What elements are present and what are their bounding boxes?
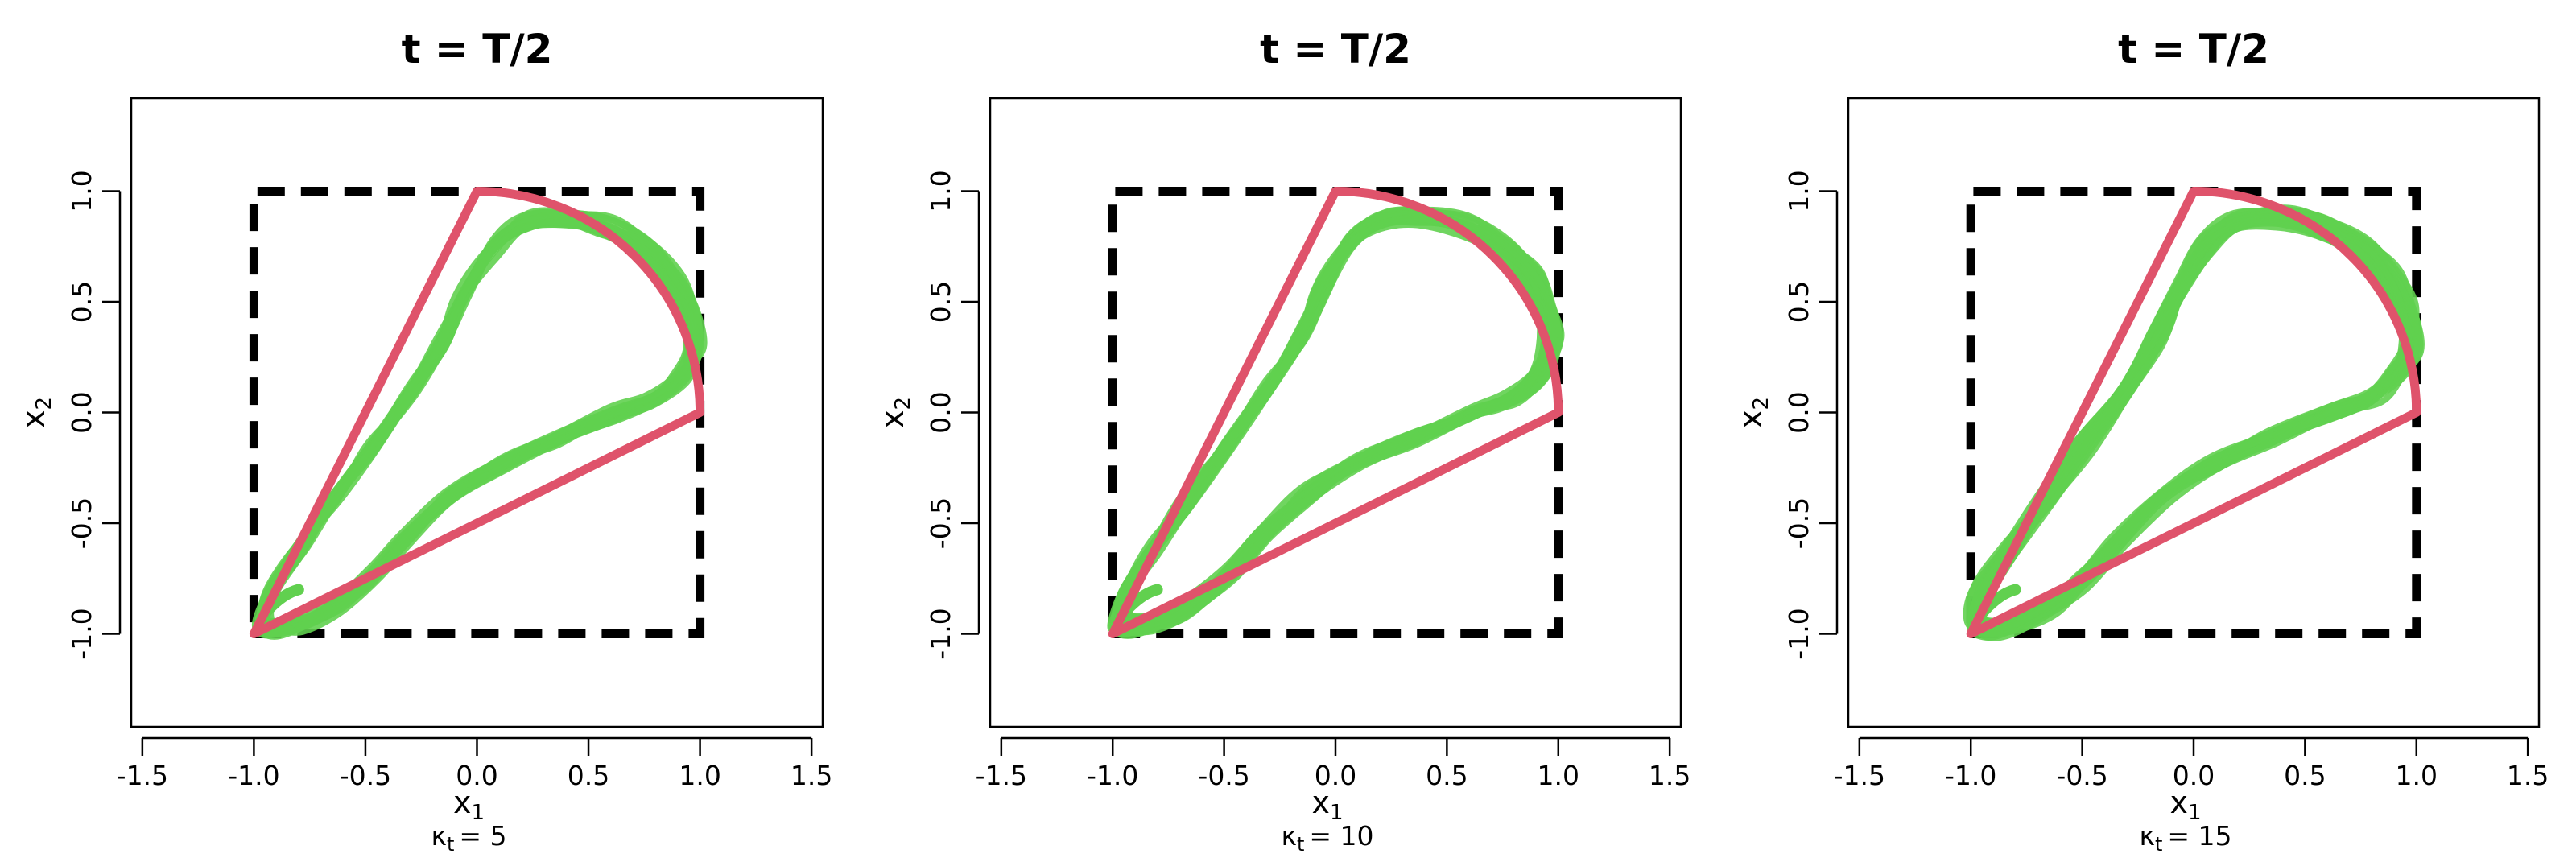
y-tick-label: -1.0	[925, 608, 956, 659]
chart-title: t = T/2	[402, 26, 553, 72]
x-tick-label: -1.0	[1087, 760, 1138, 791]
panel-1: t = T/2 -1.5 -1.0 -0.5 0.0 0.5 1.0 1.5 -1.0 -0.5 0…	[16, 26, 832, 856]
y-tick-label: 0.5	[1783, 281, 1814, 323]
kappa-label: κt = 5	[431, 820, 506, 856]
y-tick-label: 0.0	[1783, 391, 1814, 433]
trajectory-line	[1977, 223, 2408, 625]
y-tick-label: 0.5	[925, 281, 956, 323]
x-tick-label: -0.5	[340, 760, 391, 791]
x-tick-label: 0.0	[456, 760, 497, 791]
trajectory-bundle	[1107, 206, 1565, 639]
x-tick-label: -1.0	[1945, 760, 1996, 791]
x-tick-label: -1.0	[228, 760, 279, 791]
plot-frame	[989, 97, 1682, 728]
panel-3: t = T/2 -1.5 -1.0 -0.5 0.0 0.5 1.0 1.5 -1.0 -0.5 0…	[1733, 26, 2549, 856]
kappa-label: κt = 15	[2139, 820, 2231, 856]
x-tick-label: -1.5	[1834, 760, 1885, 791]
sector-outline	[1108, 187, 1563, 638]
chart-title: t = T/2	[1260, 26, 1411, 72]
trajectory-line	[1977, 215, 2421, 636]
x-tick-label: 1.0	[679, 760, 720, 791]
y-tick-label: 1.0	[1783, 170, 1814, 212]
y-axis-label: x2	[875, 397, 915, 428]
x-axis-label: x1	[1311, 785, 1343, 825]
trajectory-bundle	[251, 207, 708, 640]
x-tick-label: -0.5	[1198, 760, 1249, 791]
x-tick-label: 0.5	[568, 760, 609, 791]
chart-title: t = T/2	[2118, 26, 2269, 72]
y-tick-label: -1.0	[66, 608, 97, 659]
trajectory-line	[267, 217, 698, 629]
y-tick-label: -0.5	[925, 497, 956, 549]
y-tick-label: -0.5	[1783, 497, 1814, 549]
x-tick-label: 0.0	[2173, 760, 2215, 791]
trajectory-line	[256, 219, 700, 640]
trajectory-line	[262, 211, 700, 626]
x-tick-label: 1.0	[1538, 760, 1579, 791]
trajectory-line	[1113, 214, 1556, 636]
x-tick-label: -0.5	[2056, 760, 2107, 791]
y-tick-label: -1.0	[1783, 608, 1814, 659]
dashed-square-boundary	[1966, 187, 2421, 638]
x-tick-label: 0.5	[2284, 760, 2326, 791]
y-tick-label: 0.5	[66, 281, 97, 323]
y-tick-label: 1.0	[925, 170, 956, 212]
y-tick-label: -0.5	[66, 497, 97, 549]
trajectory-line	[1119, 218, 1554, 633]
x-tick-label: -1.5	[976, 760, 1027, 791]
sector-outline	[249, 187, 705, 638]
trajectory-line	[1975, 220, 2413, 637]
x-tick-label: 0.0	[1315, 760, 1356, 791]
y-axis-label: x2	[16, 397, 56, 428]
x-axis-label: x1	[453, 785, 485, 825]
dashed-square-boundary	[249, 187, 705, 638]
x-axis-label: x1	[2169, 785, 2201, 825]
x-tick-label: -1.5	[117, 760, 168, 791]
x-tick-label: 1.5	[791, 760, 832, 791]
y-tick-label: 0.0	[66, 391, 97, 433]
x-tick-label: 0.5	[1426, 760, 1468, 791]
trajectory-line	[1118, 217, 1562, 635]
trajectory-line	[262, 217, 701, 636]
y-tick-label: 1.0	[66, 170, 97, 212]
sector-outline	[1966, 187, 2421, 638]
trajectory-line	[263, 221, 699, 627]
x-tick-label: 1.0	[2396, 760, 2438, 791]
trajectory-line	[1975, 217, 2425, 641]
x-tick-label: 1.5	[2507, 760, 2549, 791]
trajectory-bundle	[1963, 204, 2425, 641]
x-tick-label: 1.5	[1649, 760, 1690, 791]
trajectory-line	[1122, 216, 1557, 620]
panel-2: t = T/2 -1.5 -1.0 -0.5 0.0 0.5 1.0 1.5 -1.0 -0.5 0…	[875, 26, 1690, 856]
plot-frame	[1847, 97, 2541, 728]
y-tick-label: 0.0	[925, 391, 956, 433]
plot-frame	[130, 97, 824, 728]
y-axis-label: x2	[1733, 397, 1773, 428]
trajectory-line	[1117, 211, 1563, 636]
dashed-square-boundary	[1108, 187, 1563, 638]
kappa-label: κt = 10	[1281, 820, 1373, 856]
